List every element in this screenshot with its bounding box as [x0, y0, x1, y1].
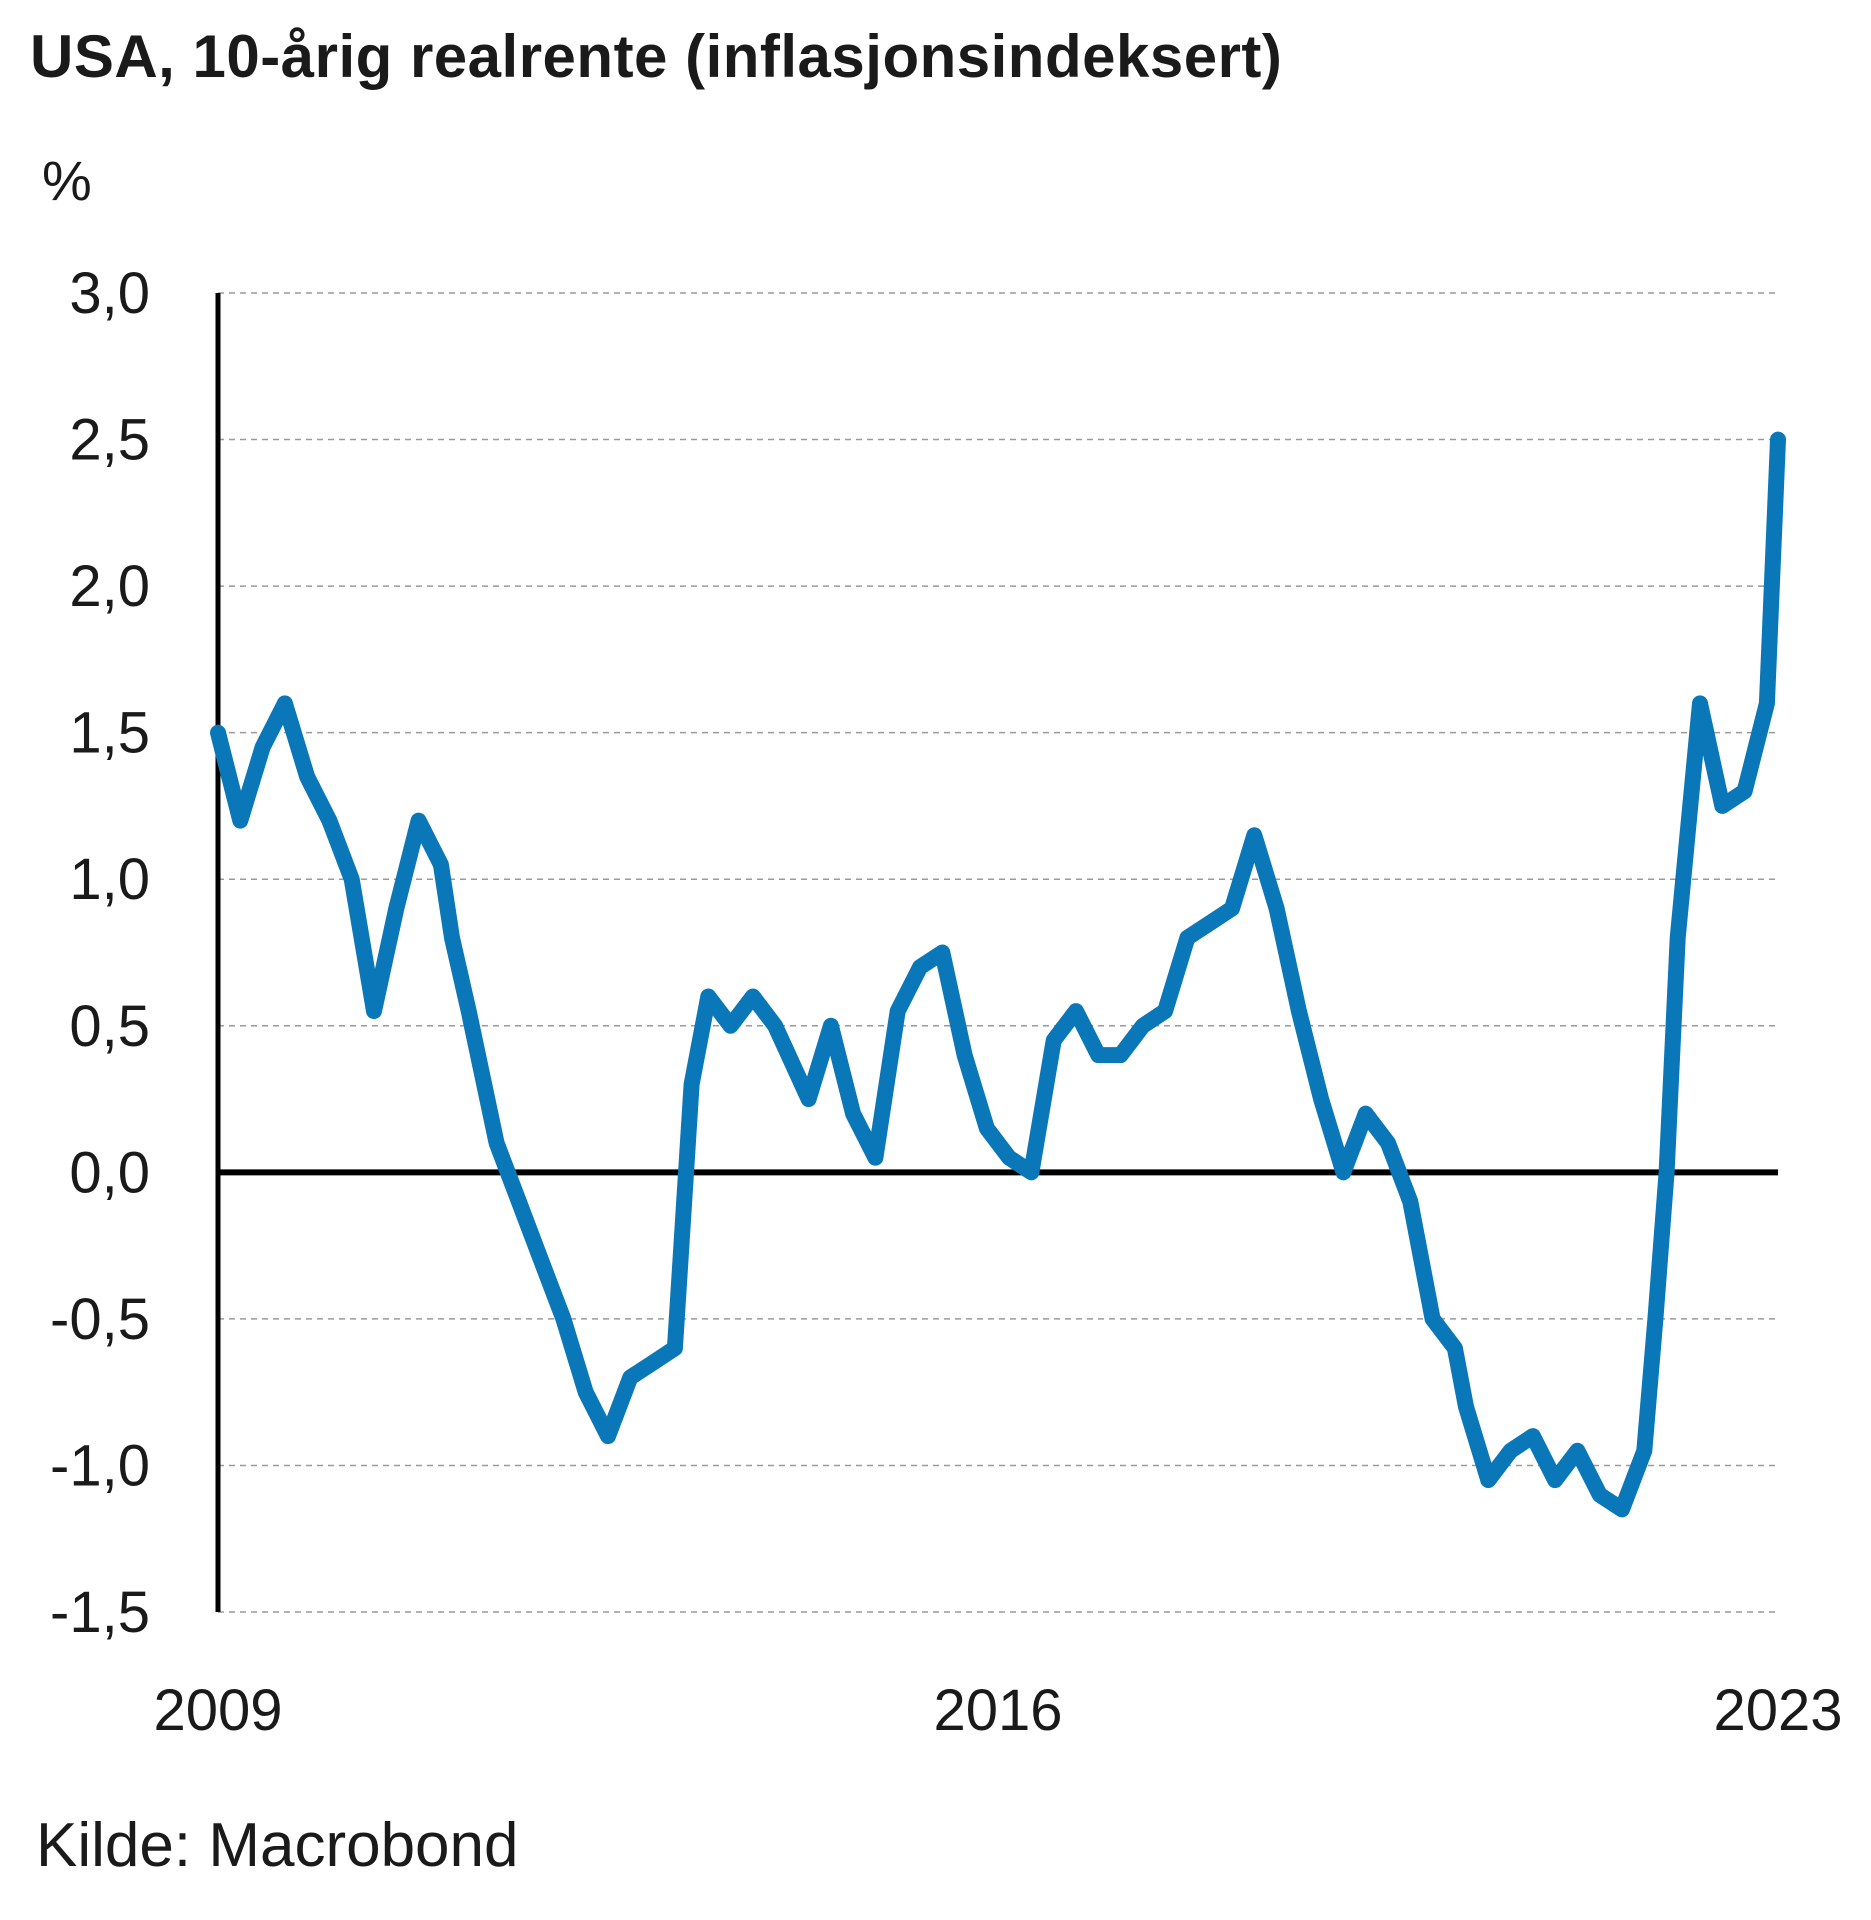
y-tick-labels: 3,0 2,5 2,0 1,5 1,0 0,5 0,0 -0,5 -1,0 -1,5 [50, 261, 150, 1645]
series-layer [210, 431, 1786, 1518]
x-tick-label: 2009 [153, 1678, 282, 1743]
axes [215, 293, 1778, 1612]
y-tick-label: 0,0 [69, 1140, 150, 1205]
y-tick-label: 1,0 [69, 847, 150, 912]
gridlines [218, 292, 1778, 1613]
series-line [210, 431, 1786, 1518]
x-tick-labels: 2009 2016 2023 [153, 1678, 1842, 1743]
y-tick-label: -1,0 [50, 1433, 150, 1498]
x-tick-label: 2023 [1713, 1678, 1842, 1743]
y-tick-label: -1,5 [50, 1580, 150, 1645]
y-axis-unit: % [42, 149, 92, 212]
chart-title: USA, 10-årig realrente (inflasjonsindeks… [30, 23, 1283, 90]
source-note: Kilde: Macrobond [36, 1811, 519, 1880]
y-tick-label: 2,5 [69, 408, 150, 473]
y-tick-label: 2,0 [69, 554, 150, 619]
y-tick-label: 0,5 [69, 994, 150, 1059]
y-tick-label: 1,5 [69, 701, 150, 766]
y-tick-label: 3,0 [69, 261, 150, 326]
x-tick-label: 2016 [933, 1678, 1062, 1743]
y-tick-label: -0,5 [50, 1287, 150, 1352]
